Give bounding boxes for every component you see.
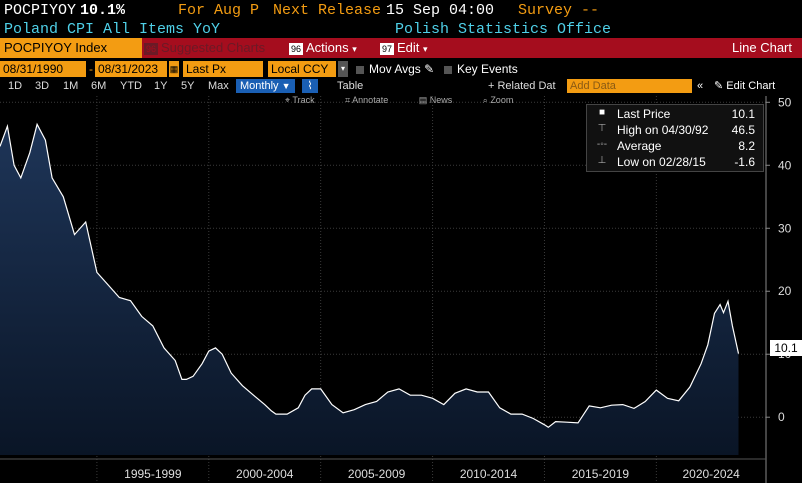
period-1m[interactable]: 1M xyxy=(63,80,79,92)
pencil-icon: ✎ xyxy=(714,80,724,92)
edit-label: Edit xyxy=(397,40,420,55)
frequency-label: Monthly xyxy=(240,80,279,92)
annotate-tool[interactable]: ⌗ Annotate xyxy=(345,95,389,105)
square-icon: ■ xyxy=(598,107,606,118)
zoom-label: Zoom xyxy=(490,95,514,105)
price-area xyxy=(0,124,739,456)
period-3d[interactable]: 3D xyxy=(35,80,50,92)
edit-hotkey: 97 xyxy=(380,43,395,55)
chart-type-label: Line Chart xyxy=(732,40,792,55)
dropdown-icon: ▼ xyxy=(281,81,291,91)
legend-high-value: 46.5 xyxy=(731,123,755,137)
collapse-icon[interactable]: « xyxy=(697,80,704,92)
y-tick-label: 20 xyxy=(778,284,792,298)
key-events-toggle[interactable]: Key Events xyxy=(444,61,518,77)
mov-avgs-toggle[interactable]: Mov Avgs ✎ xyxy=(356,61,434,77)
edit-menu[interactable]: 97 Edit ▾ xyxy=(380,38,428,58)
next-release-value: 15 Sep 04:00 xyxy=(386,2,495,19)
mov-avgs-label: Mov Avgs xyxy=(369,62,421,76)
track-label: Track xyxy=(292,95,315,105)
period-label: For Aug P xyxy=(178,2,260,19)
period-max[interactable]: Max xyxy=(208,80,229,92)
x-tick-label: 2005-2009 xyxy=(348,467,406,481)
data-source: Polish Statistics Office xyxy=(395,21,612,38)
security-name: Poland CPI All Items YoY xyxy=(4,21,221,38)
end-date-input[interactable]: 08/31/2023 xyxy=(95,61,167,77)
date-separator: - xyxy=(89,62,93,76)
checkbox-icon xyxy=(356,65,364,74)
start-date-input[interactable]: 08/31/1990 xyxy=(0,61,86,77)
legend-average-label: Average xyxy=(617,139,662,153)
x-tick-label: 1995-1999 xyxy=(124,467,182,481)
x-tick-label: 2020-2024 xyxy=(682,467,740,481)
x-tick-label: 2000-2004 xyxy=(236,467,294,481)
line-chart-icon[interactable]: ⌇ xyxy=(302,79,318,93)
key-events-label: Key Events xyxy=(457,62,518,76)
current-value: 10.1% xyxy=(80,2,126,19)
period-6m[interactable]: 6M xyxy=(91,80,107,92)
field-select[interactable]: Last Px xyxy=(183,61,263,77)
actions-menu[interactable]: 96 Actions ▾ xyxy=(289,38,357,58)
legend-low-label: Low on 02/28/15 xyxy=(617,155,706,169)
checkbox-icon xyxy=(444,65,452,74)
period-ytd[interactable]: YTD xyxy=(120,80,142,92)
annotate-label: Annotate xyxy=(352,95,389,105)
x-tick-label: 2015-2019 xyxy=(572,467,630,481)
edit-chart-label: Edit Chart xyxy=(726,80,776,92)
survey-label: Survey -- xyxy=(518,2,600,19)
period-5y[interactable]: 5Y xyxy=(181,80,195,92)
news-tool[interactable]: ▤ News xyxy=(418,95,453,105)
y-tick-label: 50 xyxy=(778,95,792,109)
dropdown-icon: ▾ xyxy=(352,44,357,54)
actions-label: Actions xyxy=(306,40,349,55)
average-marker-icon: -◦- xyxy=(596,139,608,150)
security-field[interactable]: POCPIYOY Index xyxy=(0,38,142,58)
period-1d[interactable]: 1D xyxy=(8,80,23,92)
suggested-charts-hotkey: 96 xyxy=(144,43,159,55)
legend-low-value: -1.6 xyxy=(734,155,755,169)
y-tick-label: 40 xyxy=(778,158,792,172)
pencil-icon: ✎ xyxy=(424,62,435,76)
zoom-tool[interactable]: ⌕ Zoom xyxy=(482,95,514,105)
suggested-charts-label: Suggested Charts xyxy=(161,40,266,55)
low-marker-icon: ⊥ xyxy=(597,155,607,166)
next-release-label: Next Release xyxy=(273,2,382,19)
table-button[interactable]: Table xyxy=(337,80,364,92)
high-marker-icon: ⊤ xyxy=(597,123,607,134)
last-value-tag: 10.1 xyxy=(770,340,802,356)
y-tick-label: 30 xyxy=(778,221,792,235)
y-tick-label: 0 xyxy=(778,410,785,424)
legend-high-label: High on 04/30/92 xyxy=(617,123,709,137)
x-tick-label: 2010-2014 xyxy=(460,467,518,481)
currency-dropdown-icon[interactable]: ▾ xyxy=(338,61,348,77)
suggested-charts-button[interactable]: 96 Suggested Charts xyxy=(144,38,265,58)
add-data-input[interactable]: Add Data xyxy=(567,79,692,93)
currency-select[interactable]: Local CCY xyxy=(268,61,336,77)
ticker-symbol: POCPIYOY xyxy=(4,2,77,19)
legend-last-label: Last Price xyxy=(617,107,671,121)
legend-average-value: 8.2 xyxy=(738,139,755,153)
calendar-icon[interactable]: ▦ xyxy=(169,61,179,77)
price-line xyxy=(0,122,740,429)
chart-legend: ■ Last Price 10.1 ⊤ High on 04/30/92 46.… xyxy=(586,104,764,172)
actions-hotkey: 96 xyxy=(289,43,304,55)
frequency-select[interactable]: Monthly ▼ xyxy=(236,79,295,93)
edit-chart-button[interactable]: ✎ Edit Chart xyxy=(714,79,775,93)
related-data-button[interactable]: + Related Dat xyxy=(488,80,556,92)
dropdown-icon: ▾ xyxy=(423,44,428,54)
period-1y[interactable]: 1Y xyxy=(154,80,168,92)
track-tool[interactable]: ⌖ Track xyxy=(285,95,315,105)
news-label: News xyxy=(429,95,453,105)
legend-last-value: 10.1 xyxy=(731,107,755,121)
